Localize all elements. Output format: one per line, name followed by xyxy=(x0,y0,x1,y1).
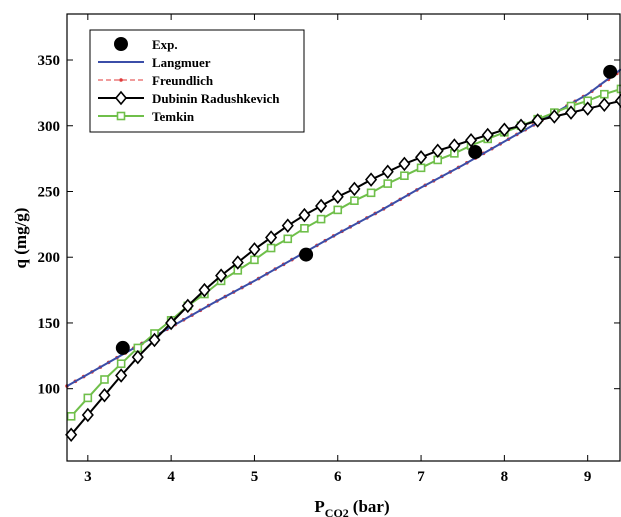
data-point xyxy=(100,375,109,384)
y-tick-label: 100 xyxy=(38,382,61,398)
data-point xyxy=(350,196,359,205)
data-point xyxy=(468,145,483,160)
y-axis-label: q (mg/g) xyxy=(11,208,30,269)
data-point xyxy=(366,188,376,198)
data-point xyxy=(381,164,394,180)
data-point xyxy=(181,298,194,314)
legend-entry: Temkin xyxy=(98,109,195,124)
data-point xyxy=(165,315,178,331)
data-point xyxy=(603,64,618,79)
legend-label: Temkin xyxy=(152,109,195,124)
x-axis-label-main: P xyxy=(314,497,324,516)
legend-label: Langmuer xyxy=(152,55,211,70)
data-point xyxy=(316,214,326,224)
data-point xyxy=(331,189,344,204)
x-tick-label: 3 xyxy=(84,469,92,485)
x-tick-label: 6 xyxy=(334,469,342,485)
data-point xyxy=(266,243,276,253)
x-tick-label: 4 xyxy=(167,469,175,485)
data-point xyxy=(581,101,594,116)
data-point xyxy=(116,359,126,369)
data-point xyxy=(115,368,128,383)
y-tick-label: 200 xyxy=(38,250,61,266)
data-point xyxy=(514,118,528,133)
x-axis-label-sub: CO2 xyxy=(325,506,349,517)
data-point xyxy=(400,171,409,181)
data-point xyxy=(431,143,444,158)
x-axis-label: PCO2 (bar) xyxy=(314,497,389,517)
data-point xyxy=(248,242,261,257)
data-point xyxy=(333,205,343,215)
x-tick-label: 7 xyxy=(417,469,425,485)
data-point xyxy=(81,407,94,423)
data-point xyxy=(298,207,311,223)
data-point xyxy=(300,223,309,233)
data-point xyxy=(283,234,293,244)
data-point xyxy=(531,113,544,128)
data-point xyxy=(198,282,211,298)
data-point xyxy=(265,230,278,245)
y-tick-label: 250 xyxy=(38,184,61,200)
legend-entry: Freundlich xyxy=(98,73,214,88)
data-point xyxy=(598,97,611,112)
data-point xyxy=(481,127,494,143)
legend-marker xyxy=(114,37,128,51)
data-point xyxy=(398,156,411,172)
data-point xyxy=(465,132,478,148)
data-point xyxy=(250,255,259,265)
series-exp- xyxy=(115,64,618,355)
series-dubinin-radushkevich xyxy=(65,93,621,442)
axes-layer: 3 4 5 6 7 8 9 100 150 200 250 300 350 xyxy=(38,13,621,485)
legend: Exp. Langmuer Freundlich Dubinin Radushkevi… xyxy=(89,29,305,133)
data-point xyxy=(315,198,328,214)
data-point xyxy=(299,247,314,262)
data-point xyxy=(415,150,428,165)
data-point xyxy=(348,181,361,197)
data-point xyxy=(548,109,561,124)
data-point xyxy=(383,179,393,188)
y-tick-label: 150 xyxy=(38,316,61,332)
legend-entry: Dubinin Radushkevich xyxy=(98,90,280,106)
data-point xyxy=(115,340,130,355)
data-point xyxy=(65,427,78,442)
legend-entry: Exp. xyxy=(114,37,178,52)
legend-marker xyxy=(119,78,123,82)
y-tick-label: 300 xyxy=(38,119,61,135)
data-point xyxy=(448,138,461,153)
data-point xyxy=(616,84,621,94)
data-point xyxy=(564,105,578,120)
series-line xyxy=(70,99,621,436)
legend-label: Freundlich xyxy=(152,73,214,88)
legend-label: Exp. xyxy=(152,37,178,52)
data-point xyxy=(498,122,511,137)
data-point xyxy=(66,411,76,421)
data-point xyxy=(83,393,93,403)
data-point xyxy=(98,388,111,403)
data-point xyxy=(131,349,144,365)
axes-frame xyxy=(66,13,621,462)
legend-label: Dubinin Radushkevich xyxy=(152,91,280,106)
data-point xyxy=(231,255,244,270)
data-point xyxy=(416,163,426,173)
series-layer xyxy=(65,64,621,442)
x-tick-label: 8 xyxy=(501,469,509,485)
legend-marker xyxy=(114,90,128,106)
data-point xyxy=(365,172,378,187)
data-point xyxy=(148,332,161,348)
legend-entry: Langmuer xyxy=(98,55,211,70)
data-point xyxy=(215,268,228,283)
data-point xyxy=(281,218,294,233)
x-axis-label-unit: (bar) xyxy=(353,497,390,516)
data-point xyxy=(600,89,609,99)
x-tick-label: 5 xyxy=(251,469,259,485)
y-tick-label: 350 xyxy=(38,53,61,69)
x-tick-label: 9 xyxy=(584,469,592,485)
legend-marker xyxy=(116,111,126,121)
